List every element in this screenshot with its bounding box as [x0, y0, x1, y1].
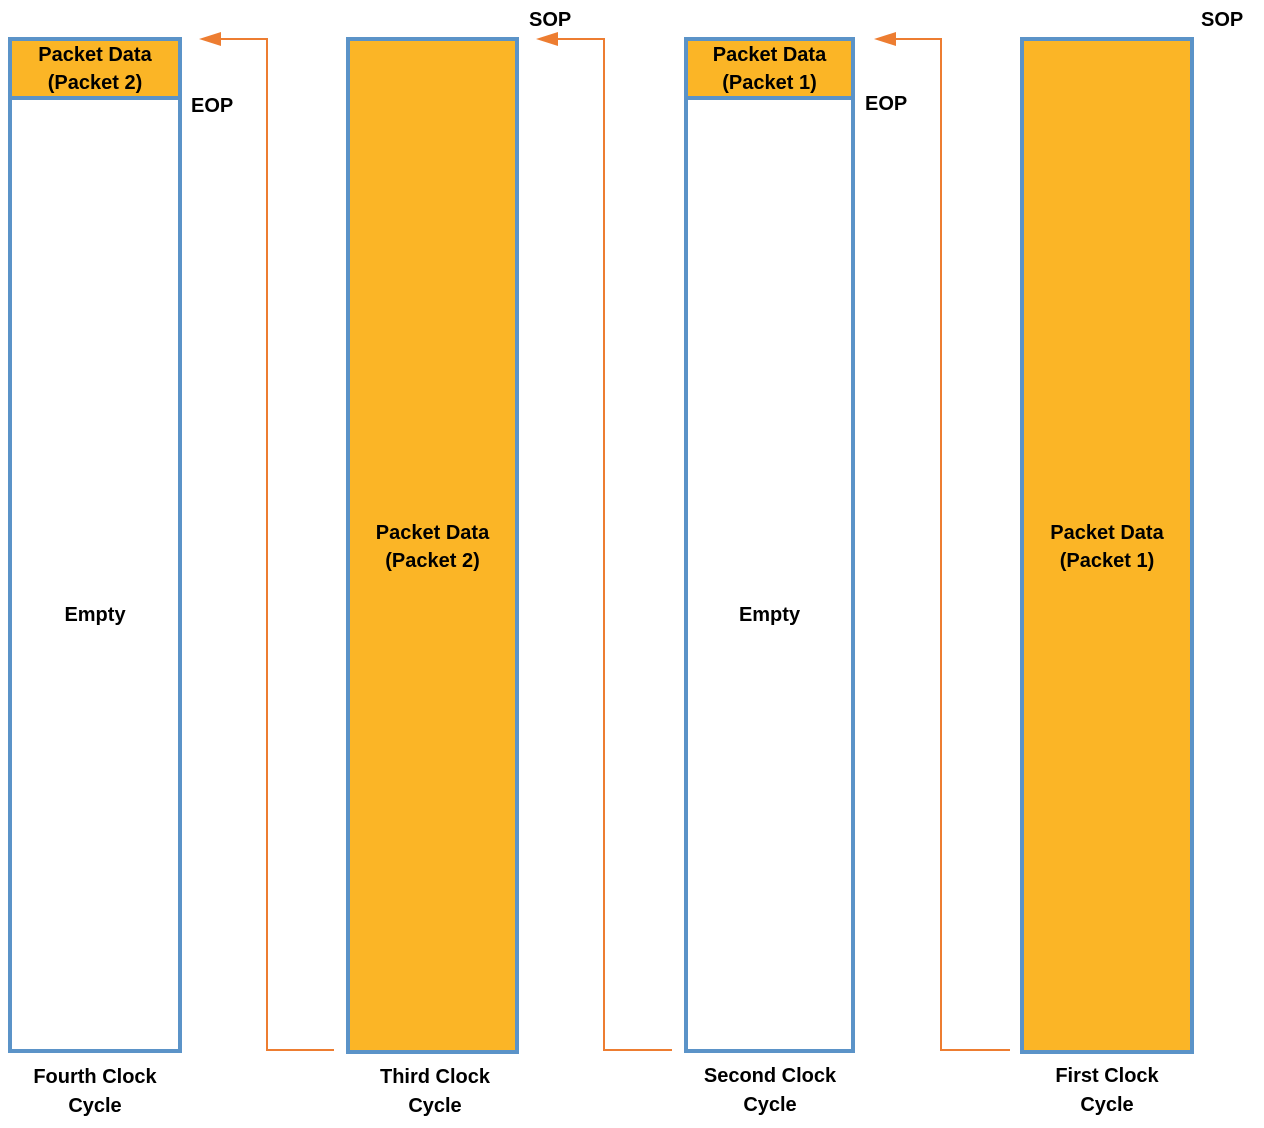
caption-line2: Cycle — [68, 1095, 122, 1117]
caption-line1: First Clock — [1055, 1065, 1159, 1087]
caption-line2: Cycle — [1080, 1094, 1134, 1116]
body-label-line1: Packet Data — [1050, 522, 1164, 544]
eop-marker-fourth: EOP — [191, 95, 234, 117]
column-second-clock-cycle: Packet Data (Packet 1) Empty — [684, 37, 855, 1053]
body-label-line1: Packet Data — [375, 522, 490, 544]
caption-second-clock-cycle: Second Clock Cycle — [670, 1062, 870, 1120]
caption-line2: Cycle — [408, 1095, 462, 1117]
arrow-second-to-third — [547, 38, 672, 1051]
empty-label: Empty — [64, 604, 126, 626]
sop-marker-first: SOP — [1201, 9, 1244, 31]
arrowhead-icon — [536, 32, 558, 46]
caption-third-clock-cycle: Third Clock Cycle — [335, 1063, 535, 1121]
segment-label-line2: (Packet 2) — [47, 71, 143, 94]
arrow-third-to-fourth — [210, 38, 334, 1051]
segment-label-line2: (Packet 1) — [722, 71, 817, 94]
sop-marker-third: SOP — [529, 9, 572, 31]
column-third-clock-cycle: Packet Data (Packet 2) — [346, 37, 519, 1054]
caption-line1: Fourth Clock — [33, 1066, 157, 1088]
caption-fourth-clock-cycle: Fourth Clock Cycle — [0, 1063, 195, 1121]
column-fourth-clock-cycle: Packet Data (Packet 2) Empty — [8, 37, 182, 1053]
arrow-first-to-second — [885, 38, 1010, 1051]
eop-marker-second: EOP — [865, 93, 908, 115]
arrowhead-icon — [874, 32, 896, 46]
caption-first-clock-cycle: First Clock Cycle — [1007, 1062, 1207, 1120]
packet-2-tail-segment: Packet Data (Packet 2) — [12, 41, 178, 100]
caption-line1: Third Clock — [379, 1066, 490, 1088]
arrowhead-icon — [199, 32, 221, 46]
body-label-line2: (Packet 2) — [385, 550, 480, 572]
packet-1-body-label: Packet Data (Packet 1) — [1024, 519, 1190, 575]
caption-line1: Second Clock — [703, 1065, 837, 1087]
caption-line2: Cycle — [743, 1094, 797, 1116]
empty-label: Empty — [738, 604, 801, 626]
packet-2-body-label: Packet Data (Packet 2) — [350, 519, 515, 575]
packet-1-tail-segment: Packet Data (Packet 1) — [688, 41, 851, 100]
body-label-line2: (Packet 1) — [1059, 550, 1155, 572]
segment-label-line1: Packet Data — [38, 43, 152, 66]
segment-label-line1: Packet Data — [712, 43, 827, 66]
column-first-clock-cycle: Packet Data (Packet 1) — [1020, 37, 1194, 1054]
